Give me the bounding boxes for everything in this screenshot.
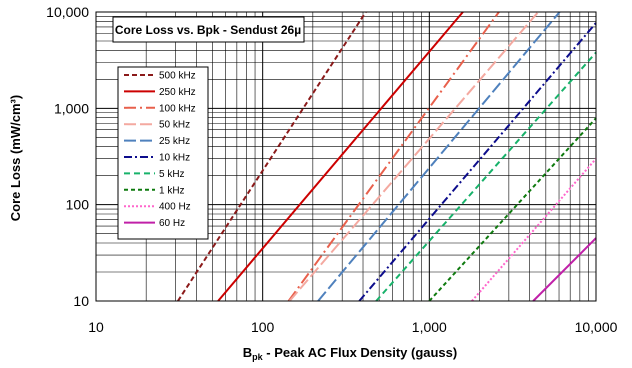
x-axis-ticks: 10 100 1,000 10,000	[88, 319, 617, 335]
legend-label: 100 kHz	[159, 103, 196, 114]
x-tick-label: 1,000	[412, 319, 447, 335]
series-line	[287, 11, 500, 302]
x-tick-label: 10,000	[575, 319, 618, 335]
y-tick-label: 1,000	[54, 100, 89, 116]
x-tick-label: 100	[251, 319, 275, 335]
legend: 500 kHz 250 kHz 100 kHz 50 kHz 25 kHz 10 kHz 5…	[117, 66, 209, 240]
y-tick-label: 10	[73, 293, 89, 309]
legend-label: 50 kHz	[159, 120, 190, 131]
y-axis-title: Core Loss (mW/cm³)	[8, 95, 23, 221]
chart-title-box: Core Loss vs. Bpk - Sendust 26µ	[112, 16, 305, 43]
x-axis-title: Bpk - Peak AC Flux Density (gauss)	[243, 345, 457, 362]
series-line	[288, 11, 539, 302]
series-line	[217, 11, 464, 302]
x-tick-label: 10	[88, 319, 104, 335]
legend-label: 60 Hz	[159, 218, 185, 229]
y-tick-label: 10,000	[46, 4, 89, 20]
series-line	[532, 237, 597, 302]
legend-label: 25 kHz	[159, 136, 190, 147]
legend-label: 5 kHz	[159, 169, 185, 180]
legend-label: 500 kHz	[159, 71, 196, 82]
series-line	[317, 11, 561, 302]
x-axis-title-sub: pk	[252, 352, 263, 362]
legend-label: 10 kHz	[159, 153, 190, 164]
series-line	[177, 11, 367, 302]
legend-label: 250 kHz	[159, 87, 196, 98]
legend-label: 400 Hz	[159, 202, 191, 213]
x-axis-title-main: B	[243, 345, 252, 360]
series-lines	[177, 11, 597, 302]
y-tick-label: 100	[66, 197, 90, 213]
grid-lines	[96, 12, 596, 301]
x-axis-title-rest: - Peak AC Flux Density (gauss)	[263, 345, 458, 360]
series-line	[375, 51, 597, 302]
series-line	[471, 158, 597, 302]
series-line	[358, 22, 597, 302]
plot-frame	[95, 11, 597, 302]
series-line	[428, 117, 597, 302]
chart-title: Core Loss vs. Bpk - Sendust 26µ	[115, 23, 301, 37]
y-axis-ticks: 10 100 1,000 10,000	[46, 4, 89, 309]
legend-label: 1 kHz	[159, 185, 185, 196]
